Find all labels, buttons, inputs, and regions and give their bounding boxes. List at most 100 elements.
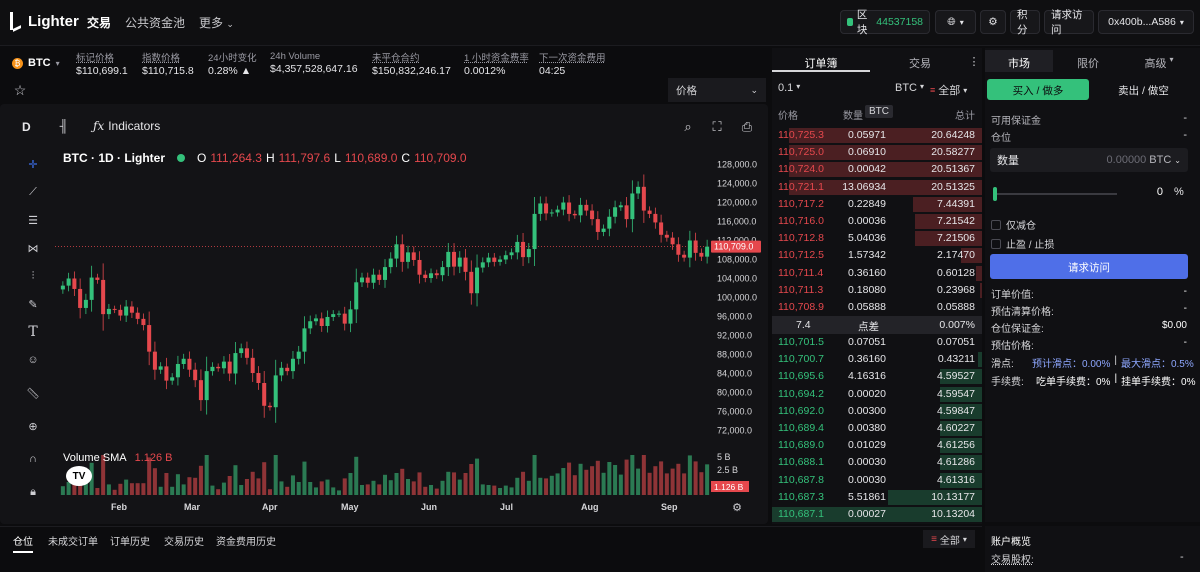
slider-percent-value[interactable]: 0 xyxy=(1156,186,1163,198)
tab-market-order[interactable]: 市场 xyxy=(985,50,1053,72)
text-icon[interactable]: T xyxy=(28,324,38,340)
orderbook-filter-select[interactable]: ≡ 全部 ▾ xyxy=(930,82,967,98)
tab-advanced-order[interactable]: 高级 ▾ xyxy=(1123,50,1195,72)
request-access-button[interactable]: 请求访问 xyxy=(1044,9,1094,36)
bid-row[interactable]: 110,687.3 5.51861 10.13177 xyxy=(772,489,982,506)
header-total: 总计 xyxy=(955,111,975,122)
candle-type-icon[interactable]: ╢ xyxy=(59,119,69,133)
nav-more[interactable]: 更多 ⌄ xyxy=(199,14,234,31)
market-selector[interactable]: ₿ BTC ▾ xyxy=(0,57,76,69)
volume-bar xyxy=(135,483,140,495)
row-total: 4.61316 xyxy=(937,473,975,486)
ask-row[interactable]: 110,712.8 5.04036 7.21506 xyxy=(772,230,982,247)
bid-row[interactable]: 110,700.7 0.36160 0.43211 xyxy=(772,351,982,368)
brush-icon[interactable]: ✎ xyxy=(28,298,38,311)
ask-row[interactable]: 110,716.0 0.00036 7.21542 xyxy=(772,213,982,230)
ask-row[interactable]: 110,725.3 0.05971 20.64248 xyxy=(772,127,982,144)
ask-row[interactable]: 110,721.1 13.06934 20.51325 xyxy=(772,179,982,196)
lock-icon[interactable]: 🔒︎ xyxy=(30,485,36,498)
summary-label: 预估清算价格: xyxy=(991,307,1054,318)
volume-bar xyxy=(308,482,313,495)
bid-row[interactable]: 110,692.0 0.00300 4.59847 xyxy=(772,403,982,420)
asset-unit-select[interactable]: BTC ▾ xyxy=(895,82,924,94)
candle xyxy=(555,205,560,217)
quantity-field[interactable]: 数量 0.00000 BTC ⌄ xyxy=(990,148,1188,172)
measure-icon[interactable]: ⫶ xyxy=(31,269,35,282)
nav-public-pool[interactable]: 公共资金池 xyxy=(125,16,186,30)
ask-row[interactable]: 110,712.5 1.57342 2.17470 xyxy=(772,247,982,264)
slippage-max[interactable]: 最大滑点：0.5% xyxy=(1120,359,1194,370)
bid-row[interactable]: 110,701.5 0.07051 0.07051 xyxy=(772,334,982,351)
indicators-button[interactable]: ƒx Indicators xyxy=(93,119,160,133)
timeframe-button[interactable]: D xyxy=(22,120,31,134)
chart-settings-icon[interactable]: ⚙ xyxy=(732,501,742,514)
tab-open-orders[interactable]: 未成交订单 xyxy=(48,537,98,548)
slider-handle[interactable] xyxy=(993,187,997,201)
tab-trade-history[interactable]: 交易历史 xyxy=(164,537,204,548)
points-button[interactable]: 积分 xyxy=(1010,9,1040,36)
tab-order-history[interactable]: 订单历史 xyxy=(110,537,150,548)
quantity-slider[interactable] xyxy=(995,193,1117,195)
emoji-icon[interactable]: ☺ xyxy=(27,354,39,366)
bid-row[interactable]: 110,695.6 4.16316 4.59527 xyxy=(772,368,982,385)
price-source-select[interactable]: 价格 ⌄ xyxy=(668,78,766,102)
crosshair-icon[interactable]: ✛ xyxy=(28,158,38,171)
ask-row[interactable]: 110,724.0 0.00042 20.51367 xyxy=(772,161,982,178)
block-indicator[interactable]: 区块 44537158 xyxy=(840,9,930,36)
indicators-label: Indicators xyxy=(108,119,161,133)
ask-row[interactable]: 110,717.2 0.22849 7.44391 xyxy=(772,196,982,213)
favorite-star-icon[interactable]: ☆ xyxy=(13,81,27,98)
bottom-panel xyxy=(0,526,982,572)
ask-row[interactable]: 110,708.9 0.05888 0.05888 xyxy=(772,299,982,316)
tab-funding-history[interactable]: 资金费用历史 xyxy=(216,537,276,548)
nav-trade[interactable]: 交易 xyxy=(87,16,112,30)
magnet-icon[interactable]: ∩ xyxy=(29,453,37,465)
candle-body xyxy=(613,207,618,217)
bid-row[interactable]: 110,687.1 0.00027 10.13204 xyxy=(772,506,982,523)
reduce-only-checkbox[interactable]: 仅减仓 xyxy=(991,217,1036,232)
price-chart[interactable]: 128,000.0 124,000.0 120,000.0 116,000.0 112,… xyxy=(55,150,768,520)
screenshot-search-icon[interactable]: ⌕ xyxy=(684,119,692,134)
pattern-icon[interactable]: ⋈ xyxy=(27,242,39,255)
ask-row[interactable]: 110,711.3 0.18080 0.23968 xyxy=(772,282,982,299)
language-button[interactable]: 🌐︎ ▾ xyxy=(935,10,976,34)
row-price: 110,711.4 xyxy=(778,266,824,279)
ask-row[interactable]: 110,711.4 0.36160 0.60128 xyxy=(772,265,982,282)
row-price: 110,694.2 xyxy=(778,387,824,400)
ruler-icon[interactable]: 📏︎ xyxy=(26,387,40,400)
tradingview-logo-icon[interactable]: TV xyxy=(66,466,92,486)
bid-row[interactable]: 110,694.2 0.00020 4.59547 xyxy=(772,386,982,403)
brand-logo[interactable]: Lighter xyxy=(10,12,79,30)
tp-sl-checkbox[interactable]: 止盈 / 止损 xyxy=(991,236,1054,251)
submit-request-access-button[interactable]: 请求访问 xyxy=(990,254,1188,279)
candle xyxy=(382,259,388,288)
tab-positions[interactable]: 仓位 xyxy=(13,533,33,553)
fib-icon[interactable]: ☰ xyxy=(28,214,38,227)
fullscreen-icon[interactable]: ⛶ xyxy=(712,119,722,134)
bottom-filter-select[interactable]: ≡ 全部 ▾ xyxy=(923,530,975,548)
bid-row[interactable]: 110,688.1 0.00030 4.61286 xyxy=(772,454,982,471)
tick-size-select[interactable]: 0.1 ▾ xyxy=(778,82,800,94)
candle xyxy=(400,234,405,272)
row-price: 110,711.3 xyxy=(778,283,824,296)
bid-row[interactable]: 110,689.0 0.01029 4.61256 xyxy=(772,437,982,454)
volume-bar xyxy=(503,485,508,495)
trendline-icon[interactable]: ⟋ xyxy=(29,185,37,198)
more-vertical-icon[interactable]: ⋮ xyxy=(968,55,980,68)
zoom-icon[interactable]: ⊕ xyxy=(28,420,38,433)
tab-trades[interactable]: 交易 xyxy=(909,58,931,70)
bid-row[interactable]: 110,689.4 0.00380 4.60227 xyxy=(772,420,982,437)
tab-orderbook[interactable]: 订单簿 xyxy=(772,50,870,72)
stat-label: 24h Volume xyxy=(270,51,321,62)
buy-long-button[interactable]: 买入 / 做多 xyxy=(987,79,1089,100)
candle xyxy=(204,356,209,415)
tab-limit-order[interactable]: 限价 xyxy=(1077,58,1099,70)
sell-short-button[interactable]: 卖出 / 做空 xyxy=(1118,85,1169,97)
volume-bar xyxy=(469,464,474,495)
wallet-button[interactable]: 0x400b...A586 ▾ xyxy=(1098,10,1194,34)
row-total: 4.61256 xyxy=(937,439,975,452)
settings-button[interactable]: ⚙ xyxy=(980,10,1006,34)
camera-icon[interactable]: ⎙ xyxy=(741,119,753,134)
bid-row[interactable]: 110,687.8 0.00030 4.61316 xyxy=(772,472,982,489)
ask-row[interactable]: 110,725.0 0.06910 20.58277 xyxy=(772,144,982,161)
